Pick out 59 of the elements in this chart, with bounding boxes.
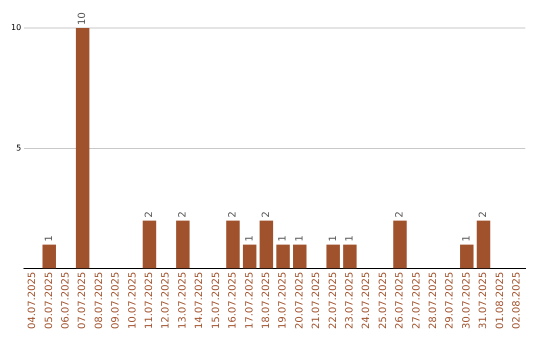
x-tick-label: 13.07.2025 bbox=[177, 272, 188, 330]
data-label: 2 bbox=[478, 211, 490, 218]
x-tick-label: 14.07.2025 bbox=[194, 272, 206, 330]
x-tick-label: 08.07.2025 bbox=[94, 272, 105, 330]
bar bbox=[276, 244, 290, 268]
data-label: 1 bbox=[328, 235, 339, 242]
x-tick-label: 05.07.2025 bbox=[44, 272, 55, 330]
x-tick-label: 20.07.2025 bbox=[294, 272, 306, 330]
bar bbox=[42, 244, 56, 268]
x-tick-label: 24.07.2025 bbox=[361, 272, 372, 330]
x-tick-label: 01.08.2025 bbox=[494, 272, 506, 330]
x-tick-label: 26.07.2025 bbox=[394, 272, 406, 330]
x-tick-label: 15.07.2025 bbox=[210, 272, 222, 330]
x-tick-label: 22.07.2025 bbox=[328, 272, 339, 330]
data-label: 10 bbox=[77, 12, 88, 25]
data-label: 2 bbox=[394, 211, 406, 218]
bar bbox=[176, 220, 190, 268]
x-tick-label: 19.07.2025 bbox=[278, 272, 289, 330]
x-tick-label: 23.07.2025 bbox=[344, 272, 356, 330]
bar bbox=[226, 220, 240, 268]
x-tick-label: 30.07.2025 bbox=[461, 272, 472, 330]
data-label: 1 bbox=[44, 235, 55, 242]
bar bbox=[260, 220, 274, 268]
bar bbox=[242, 244, 256, 268]
x-tick-label: 18.07.2025 bbox=[260, 272, 272, 330]
x-tick-label: 10.07.2025 bbox=[127, 272, 138, 330]
data-label: 2 bbox=[177, 211, 188, 218]
data-label: 1 bbox=[244, 235, 256, 242]
data-label: 1 bbox=[461, 235, 472, 242]
x-tick-label: 31.07.2025 bbox=[478, 272, 490, 330]
bar bbox=[76, 28, 90, 268]
bar bbox=[393, 220, 407, 268]
x-tick-label: 06.07.2025 bbox=[60, 272, 72, 330]
x-tick-label: 16.07.2025 bbox=[228, 272, 239, 330]
x-tick-label: 11.07.2025 bbox=[144, 272, 156, 330]
bar bbox=[142, 220, 156, 268]
x-tick-label: 12.07.2025 bbox=[160, 272, 172, 330]
data-label: 1 bbox=[278, 235, 289, 242]
x-tick-label: 17.07.2025 bbox=[244, 272, 256, 330]
data-label: 2 bbox=[144, 211, 156, 218]
x-tick-label: 09.07.2025 bbox=[110, 272, 122, 330]
bar bbox=[460, 244, 474, 268]
x-tick-label: 29.07.2025 bbox=[444, 272, 456, 330]
x-tick-label: 25.07.2025 bbox=[378, 272, 389, 330]
x-tick-label: 21.07.2025 bbox=[311, 272, 322, 330]
bar bbox=[326, 244, 340, 268]
bar bbox=[476, 220, 490, 268]
data-label: 1 bbox=[344, 235, 356, 242]
data-label: 2 bbox=[228, 211, 239, 218]
x-tick-label: 27.07.2025 bbox=[411, 272, 422, 330]
data-label: 1 bbox=[294, 235, 306, 242]
y-tick-label: 5 bbox=[16, 143, 22, 152]
x-tick-label: 28.07.2025 bbox=[428, 272, 439, 330]
bar bbox=[343, 244, 357, 268]
x-tick-label: 02.08.2025 bbox=[511, 272, 522, 330]
bar bbox=[293, 244, 307, 268]
data-label: 2 bbox=[260, 211, 272, 218]
x-tick-label: 07.07.2025 bbox=[77, 272, 88, 330]
x-tick-label: 04.07.2025 bbox=[27, 272, 38, 330]
